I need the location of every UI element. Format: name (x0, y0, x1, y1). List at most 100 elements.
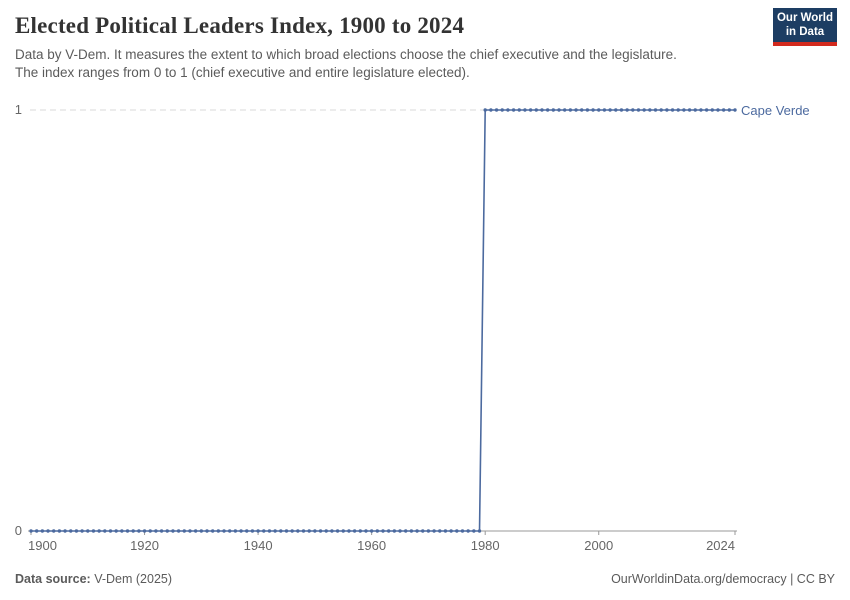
data-point (432, 529, 436, 533)
data-point (335, 529, 340, 533)
owid-logo[interactable]: Our World in Data (773, 8, 837, 46)
x-tick-label: 1920 (130, 538, 159, 553)
data-point (710, 108, 714, 112)
chart-subtitle-line2: The index ranges from 0 to 1 (chief exec… (15, 64, 470, 80)
data-point (687, 108, 692, 112)
data-source-value: V-Dem (2025) (94, 572, 173, 586)
data-point (250, 529, 255, 533)
data-point (137, 529, 141, 533)
data-point (324, 529, 328, 533)
data-point (91, 529, 96, 533)
data-point (699, 108, 703, 112)
data-point (313, 529, 317, 533)
data-point (455, 529, 459, 533)
data-point (29, 529, 33, 533)
chart-footer: Data source: V-Dem (2025) OurWorldinData… (15, 572, 835, 586)
data-point (381, 529, 385, 533)
data-point (562, 108, 567, 112)
data-point (511, 108, 516, 112)
data-point (210, 529, 215, 533)
data-point (483, 108, 487, 112)
data-source: Data source: V-Dem (2025) (15, 572, 172, 586)
data-point (341, 529, 345, 533)
data-point (721, 108, 726, 112)
data-point (659, 108, 663, 112)
data-point (602, 108, 607, 112)
data-point (523, 108, 527, 112)
data-point (125, 529, 130, 533)
data-point (188, 529, 192, 533)
data-point (585, 108, 590, 112)
y-tick-label: 0 (15, 523, 22, 538)
data-point (256, 529, 260, 533)
data-point (409, 529, 414, 533)
data-point (290, 529, 294, 533)
data-point (114, 529, 118, 533)
data-point (40, 529, 45, 533)
data-point (176, 529, 181, 533)
data-point (131, 529, 135, 533)
data-point (733, 108, 737, 112)
data-point (386, 529, 391, 533)
data-point (216, 529, 221, 533)
data-point (228, 529, 232, 533)
data-point (52, 529, 56, 533)
data-point (347, 529, 351, 533)
data-point (154, 529, 158, 533)
x-tick-label: 1960 (357, 538, 386, 553)
data-point (296, 529, 300, 533)
data-point (551, 108, 556, 112)
data-point (642, 108, 646, 112)
data-point (438, 529, 442, 533)
data-point (477, 529, 482, 533)
data-point (284, 529, 289, 533)
data-source-label: Data source: (15, 572, 91, 586)
data-point (171, 529, 175, 533)
data-point (267, 529, 272, 533)
chart-subtitle-line1: Data by V-Dem. It measures the extent to… (15, 47, 677, 62)
data-point (597, 108, 601, 112)
data-point (545, 108, 550, 112)
data-point (653, 108, 658, 112)
data-point (500, 108, 504, 112)
data-point (608, 108, 612, 112)
chart-plot[interactable]: 1900 1920 1940 1960 1980 2000 2024 0 1 (0, 95, 850, 565)
data-point (466, 529, 470, 533)
data-point (301, 529, 306, 533)
data-point (74, 529, 79, 533)
data-point (426, 529, 431, 533)
data-point (489, 108, 493, 112)
x-tick-label: 1980 (471, 538, 500, 553)
data-point (682, 108, 686, 112)
data-point (693, 108, 697, 112)
data-point (318, 529, 323, 533)
data-point (80, 529, 84, 533)
data-point (205, 529, 209, 533)
data-point (63, 529, 67, 533)
data-point (57, 529, 62, 533)
data-point (307, 529, 311, 533)
owid-logo-line2: in Data (785, 26, 825, 38)
data-point (233, 529, 238, 533)
data-point (614, 108, 618, 112)
data-point (404, 529, 408, 533)
data-point (574, 108, 578, 112)
data-point (239, 529, 243, 533)
data-point (34, 529, 39, 533)
data-point (540, 108, 544, 112)
data-point (193, 529, 198, 533)
data-point (120, 529, 124, 533)
page-title: Elected Political Leaders Index, 1900 to… (15, 13, 465, 38)
footer-link[interactable]: OurWorldinData.org/democracy (611, 572, 787, 586)
data-point (625, 108, 629, 112)
data-point (262, 529, 266, 533)
data-point (330, 529, 334, 533)
data-point (46, 529, 50, 533)
series-label-cape-verde[interactable]: Cape Verde (741, 103, 810, 118)
y-tick-label: 1 (15, 102, 22, 117)
data-point (449, 529, 453, 533)
data-point (415, 529, 419, 533)
data-point (245, 529, 249, 533)
data-point (472, 529, 476, 533)
